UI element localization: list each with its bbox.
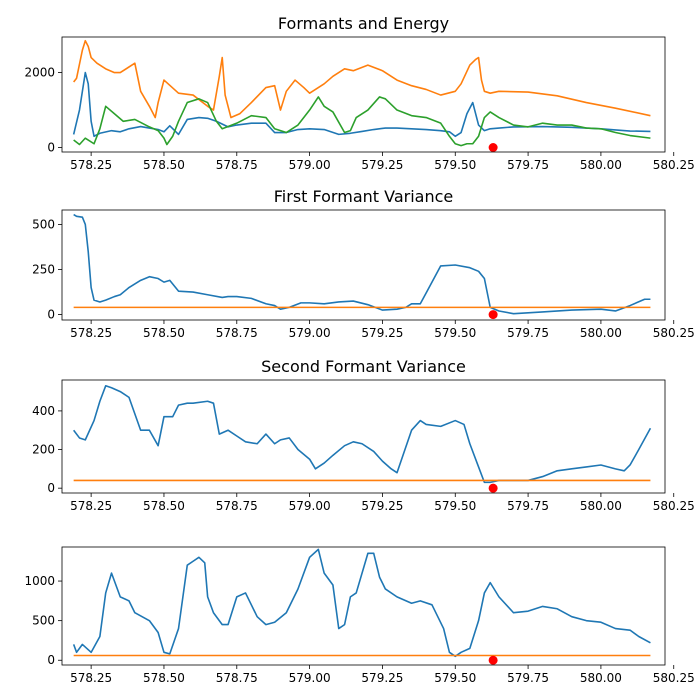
y-tick-label: 1000	[24, 574, 55, 588]
x-tick-label: 579.25	[361, 499, 403, 513]
axes-frame	[61, 36, 666, 153]
chart-title: First Formant Variance	[274, 187, 453, 206]
x-tick-label: 578.25	[70, 158, 112, 172]
x-tick-label: 580.25	[653, 326, 695, 340]
chart-panel-4: 578.25 578.50 578.75 579.00 579.25 579.50 579.…	[24, 546, 695, 685]
x-tick-label: 578.25	[70, 671, 112, 685]
x-tick-label: 578.75	[216, 326, 258, 340]
chart-panel-3: Second Formant Variance 578.25 578.50 578.7…	[32, 357, 695, 513]
axes-frame	[61, 546, 666, 666]
plot-area	[72, 548, 651, 658]
x-tick-label: 580.00	[580, 499, 622, 513]
x-tick-label: 579.00	[289, 158, 331, 172]
x-tick-label: 580.00	[580, 158, 622, 172]
y-tick-label: 250	[32, 263, 55, 277]
y-tick-label: 500	[32, 614, 55, 628]
x-tick-label: 580.25	[653, 499, 695, 513]
x-tick-label: 579.50	[434, 326, 476, 340]
series-line-1	[72, 548, 651, 658]
x-tick-label: 579.25	[361, 326, 403, 340]
x-tick-label: 579.75	[507, 671, 549, 685]
plot-area	[73, 213, 651, 315]
x-tick-label: 578.50	[143, 158, 185, 172]
y-tick-label: 500	[32, 217, 55, 231]
series-line-1	[73, 384, 652, 484]
x-tick-label: 580.25	[653, 671, 695, 685]
series-line-1	[72, 71, 651, 138]
chart-title: Second Formant Variance	[261, 357, 466, 376]
x-tick-label: 580.00	[580, 326, 622, 340]
y-tick-label: 0	[47, 308, 55, 322]
x-tick-label: 579.00	[289, 671, 331, 685]
x-tick-label: 579.00	[289, 499, 331, 513]
x-tick-label: 578.25	[70, 499, 112, 513]
x-tick-label: 579.75	[507, 326, 549, 340]
x-tick-label: 578.50	[143, 671, 185, 685]
chart-panel-2: First Formant Variance 578.25 578.50 578.75…	[32, 187, 695, 340]
x-tick-label: 578.25	[70, 326, 112, 340]
x-tick-label: 579.50	[434, 671, 476, 685]
y-tick-label: 400	[32, 404, 55, 418]
x-tick-label: 579.50	[434, 158, 476, 172]
chart-panel-1: Formants and Energy 578.25 578.50 578.75 579…	[24, 14, 694, 172]
x-tick-label: 580.00	[580, 671, 622, 685]
x-tick-label: 579.75	[507, 499, 549, 513]
x-tick-label: 578.75	[216, 671, 258, 685]
y-tick-label: 2000	[24, 66, 55, 80]
series-line-1	[73, 213, 651, 315]
axes-frame	[61, 209, 666, 321]
x-tick-label: 578.75	[216, 499, 258, 513]
x-tick-label: 578.50	[143, 499, 185, 513]
x-tick-label: 579.75	[507, 158, 549, 172]
marker-point	[488, 483, 498, 493]
marker-point	[488, 310, 498, 320]
y-tick-label: 0	[47, 653, 55, 667]
chart-title: Formants and Energy	[278, 14, 449, 33]
y-tick-label: 0	[47, 141, 55, 155]
y-tick-label: 0	[47, 481, 55, 495]
series-line-2	[73, 39, 651, 119]
x-tick-label: 578.50	[143, 326, 185, 340]
marker-point	[488, 655, 498, 665]
x-tick-label: 580.25	[653, 158, 695, 172]
x-tick-label: 579.25	[361, 671, 403, 685]
x-tick-label: 579.00	[289, 326, 331, 340]
axes-frame	[61, 379, 666, 494]
x-tick-label: 579.25	[361, 158, 403, 172]
x-tick-label: 579.50	[434, 499, 476, 513]
plot-area	[72, 39, 651, 147]
x-tick-label: 578.75	[216, 158, 258, 172]
plot-area	[73, 384, 652, 484]
marker-point	[488, 143, 498, 153]
series-line-3	[73, 96, 651, 147]
y-tick-label: 200	[32, 443, 55, 457]
